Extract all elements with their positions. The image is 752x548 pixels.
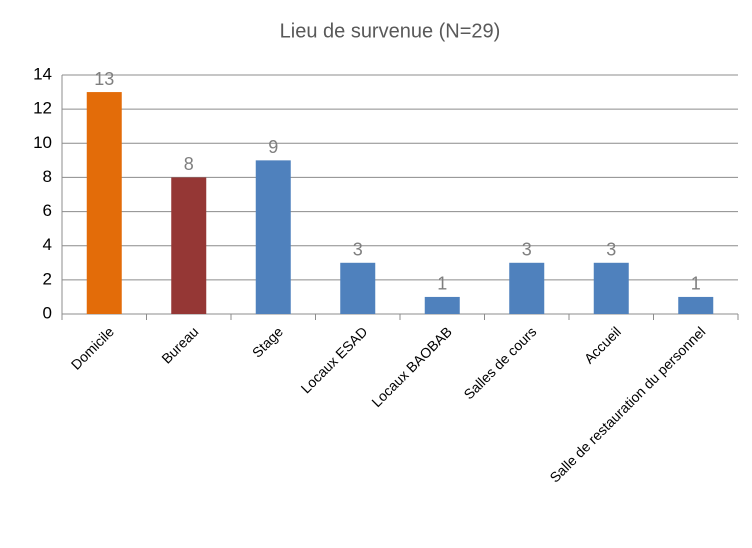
- x-tick-label: Salle de restauration du personnel: [546, 323, 708, 485]
- data-label: 3: [522, 240, 532, 260]
- y-tick-label: 14: [33, 64, 52, 83]
- y-tick-label: 6: [43, 201, 52, 220]
- x-tick-label: Locaux ESAD: [298, 323, 371, 396]
- bar: [678, 296, 714, 314]
- bar: [509, 262, 545, 314]
- x-tick-label: Domicile: [68, 323, 117, 372]
- data-label: 13: [94, 69, 114, 89]
- data-label: 9: [268, 137, 278, 157]
- x-tick-label: Accueil: [581, 323, 624, 366]
- y-tick-label: 10: [33, 133, 52, 152]
- y-tick-label: 0: [43, 303, 52, 322]
- bar: [86, 92, 122, 314]
- data-label: 3: [353, 240, 363, 260]
- chart-title: Lieu de survenue (N=29): [280, 20, 501, 42]
- x-tick-label: Locaux BAOBAB: [368, 323, 455, 410]
- bar: [593, 262, 629, 314]
- data-label: 1: [437, 274, 447, 294]
- data-label: 1: [691, 274, 701, 294]
- x-tick-label: Bureau: [158, 323, 201, 366]
- x-tick-label: Stage: [249, 323, 286, 360]
- y-tick-label: 8: [43, 167, 52, 186]
- x-tick-label: Salles de cours: [460, 323, 539, 402]
- bar: [340, 262, 376, 314]
- y-tick-label: 2: [43, 269, 52, 288]
- y-tick-label: 4: [43, 235, 52, 254]
- data-label: 3: [606, 240, 616, 260]
- y-tick-label: 12: [33, 99, 52, 118]
- bar: [255, 160, 291, 314]
- bar: [171, 177, 207, 314]
- data-label: 8: [184, 154, 194, 174]
- bar: [424, 296, 460, 314]
